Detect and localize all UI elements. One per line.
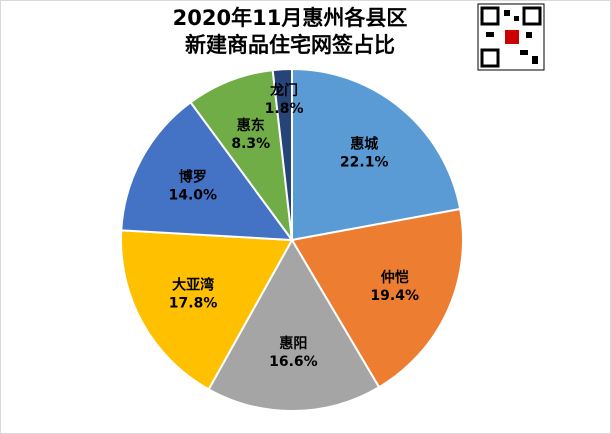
- value-label: 14.0%: [168, 187, 217, 203]
- category-label: 大亚湾: [172, 276, 214, 293]
- category-label: 仲恺: [381, 269, 409, 286]
- chart-title: 2020年11月惠州各县区: [173, 6, 408, 30]
- value-label: 1.8%: [265, 101, 304, 117]
- qr-code: [477, 3, 545, 71]
- value-label: 8.3%: [231, 136, 270, 152]
- pie-slice: [120, 229, 294, 391]
- category-label: 惠城: [350, 135, 378, 152]
- value-label: 17.8%: [169, 295, 218, 311]
- chart-title: 新建商品住宅网签占比: [185, 33, 395, 57]
- pie-slice: [207, 237, 381, 412]
- pie-slice: [271, 67, 293, 241]
- value-label: 22.1%: [340, 154, 389, 170]
- pie-slice: [290, 207, 464, 389]
- category-label: 惠阳: [279, 335, 307, 352]
- category-label: 博罗: [179, 168, 207, 185]
- pie-slice: [291, 67, 462, 242]
- value-label: 19.4%: [370, 288, 419, 304]
- category-label: 龙门: [269, 82, 298, 99]
- pie-slice: [120, 100, 295, 242]
- category-label: 惠东: [237, 117, 265, 134]
- value-label: 16.6%: [269, 354, 318, 370]
- pie-slice: [189, 68, 294, 244]
